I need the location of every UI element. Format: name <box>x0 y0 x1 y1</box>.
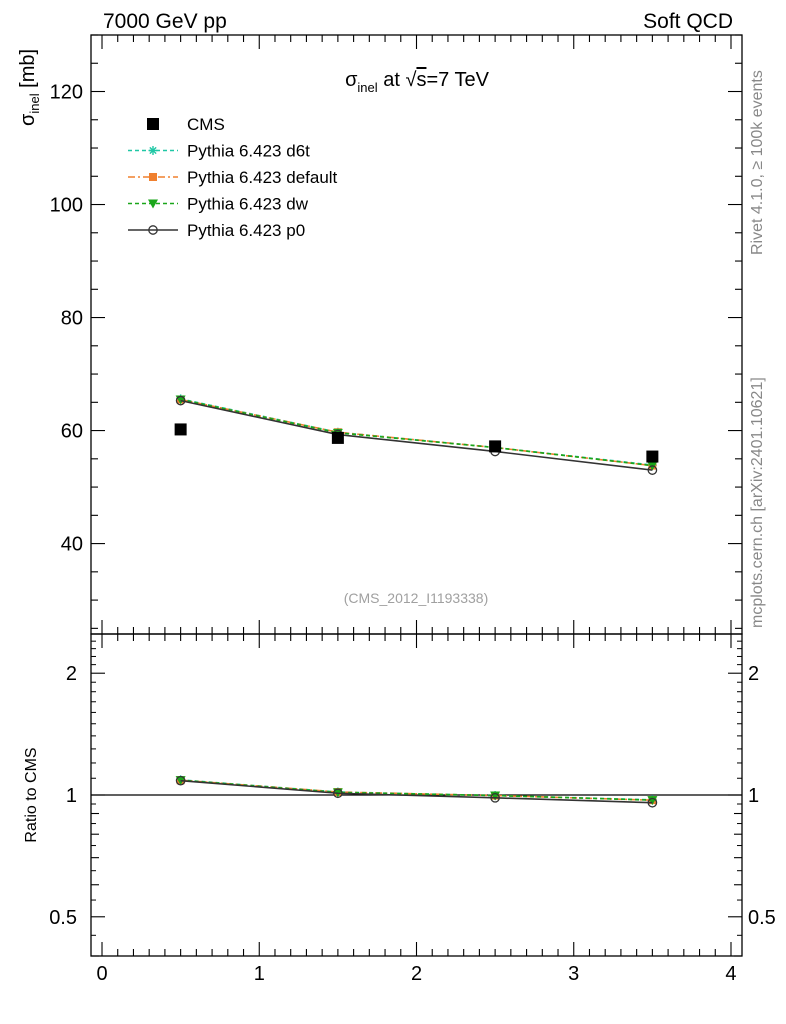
main-y-tick-label: 40 <box>61 534 83 556</box>
ratio-axis-ticks: 0.5 0.5 1 1 2 2 <box>49 640 776 957</box>
ratio-series-group <box>175 775 658 808</box>
main-series-group <box>174 394 659 475</box>
legend-marker-pythia-6-423-p0 <box>148 225 158 235</box>
legend-marker-pythia-6-423-default <box>149 173 157 181</box>
x-tick-label: 3 <box>568 963 579 985</box>
main-y-tick-label: 80 <box>61 308 83 330</box>
point-cms <box>489 440 502 453</box>
ratio-y-tick-label: 1 <box>66 785 77 807</box>
point-pythia-6-423-p0 <box>647 465 658 475</box>
ratio-y-tick-label: 2 <box>66 663 77 685</box>
legend: CMS Pythia 6.423 d6t Pythia 6.423 default P… <box>128 115 338 240</box>
legend-marker-cms <box>147 118 159 130</box>
ratio-point-pythia-6-423-p0 <box>490 792 500 803</box>
ratio-point-pythia-6-423-dw <box>647 796 658 806</box>
main-y-tick-label: 120 <box>50 82 83 104</box>
x-tick-label: 1 <box>254 963 265 985</box>
chart-title: σinel at √s=7 TeV <box>345 69 489 95</box>
point-pythia-6-423-p0 <box>175 395 186 406</box>
legend-label-pythia-6-423-d6t: Pythia 6.423 d6t <box>187 142 310 161</box>
legend-marker-pythia-6-423-d6t <box>148 146 158 155</box>
legend-label-pythia-6-423-p0: Pythia 6.423 p0 <box>187 221 305 240</box>
x-axis-ticks: 0 1 2 3 4 <box>96 35 737 985</box>
point-cms <box>174 423 187 436</box>
legend-label-pythia-6-423-dw: Pythia 6.423 dw <box>187 195 309 214</box>
energy-label: 7000 GeV pp <box>103 10 227 33</box>
ratio-line-pythia-6-423-d6t <box>180 779 653 801</box>
legend-label-pythia-6-423-default: Pythia 6.423 default <box>187 168 338 187</box>
ratio-y-tick-label-right: 0.5 <box>748 907 776 929</box>
ratio-point-pythia-6-423-p0 <box>647 797 658 808</box>
main-axis-ticks: 40 60 80 100 120 <box>50 34 742 629</box>
main-y-axis-label: σinel [mb] <box>17 49 42 126</box>
ratio-point-pythia-6-423-p0 <box>175 775 186 786</box>
category-label: Soft QCD <box>643 10 733 33</box>
series-line-pythia-6-423-dw <box>180 398 653 467</box>
point-cms <box>331 431 344 444</box>
ratio-line-pythia-6-423-p0 <box>180 779 653 804</box>
series-line-pythia-6-423-p0 <box>180 399 653 471</box>
series-line-pythia-6-423-default <box>180 398 653 467</box>
ratio-y-tick-label-right: 2 <box>748 663 759 685</box>
analysis-label: (CMS_2012_I1193338) <box>344 590 489 606</box>
ratio-point-pythia-6-423-p0 <box>333 788 343 799</box>
point-cms <box>646 450 659 463</box>
main-y-tick-label: 100 <box>50 195 83 217</box>
ratio-y-tick-label-right: 1 <box>748 785 759 807</box>
x-tick-label: 0 <box>96 963 107 985</box>
x-tick-label: 2 <box>411 963 422 985</box>
ratio-y-tick-label: 0.5 <box>49 907 77 929</box>
main-y-tick-label: 60 <box>61 421 83 443</box>
ratio-y-axis-label: Ratio to CMS <box>23 747 40 842</box>
legend-label-cms: CMS <box>187 115 225 134</box>
mcplots-label: mcplots.cern.ch [arXiv:2401.10621] <box>749 377 766 628</box>
rivet-label: Rivet 4.1.0, ≥ 100k events <box>749 70 766 255</box>
legend-marker-pythia-6-423-d6t-stroke <box>149 146 157 155</box>
series-line-pythia-6-423-d6t <box>180 398 653 466</box>
x-tick-label: 4 <box>725 963 736 985</box>
legend-marker-pythia-6-423-dw <box>148 199 158 209</box>
